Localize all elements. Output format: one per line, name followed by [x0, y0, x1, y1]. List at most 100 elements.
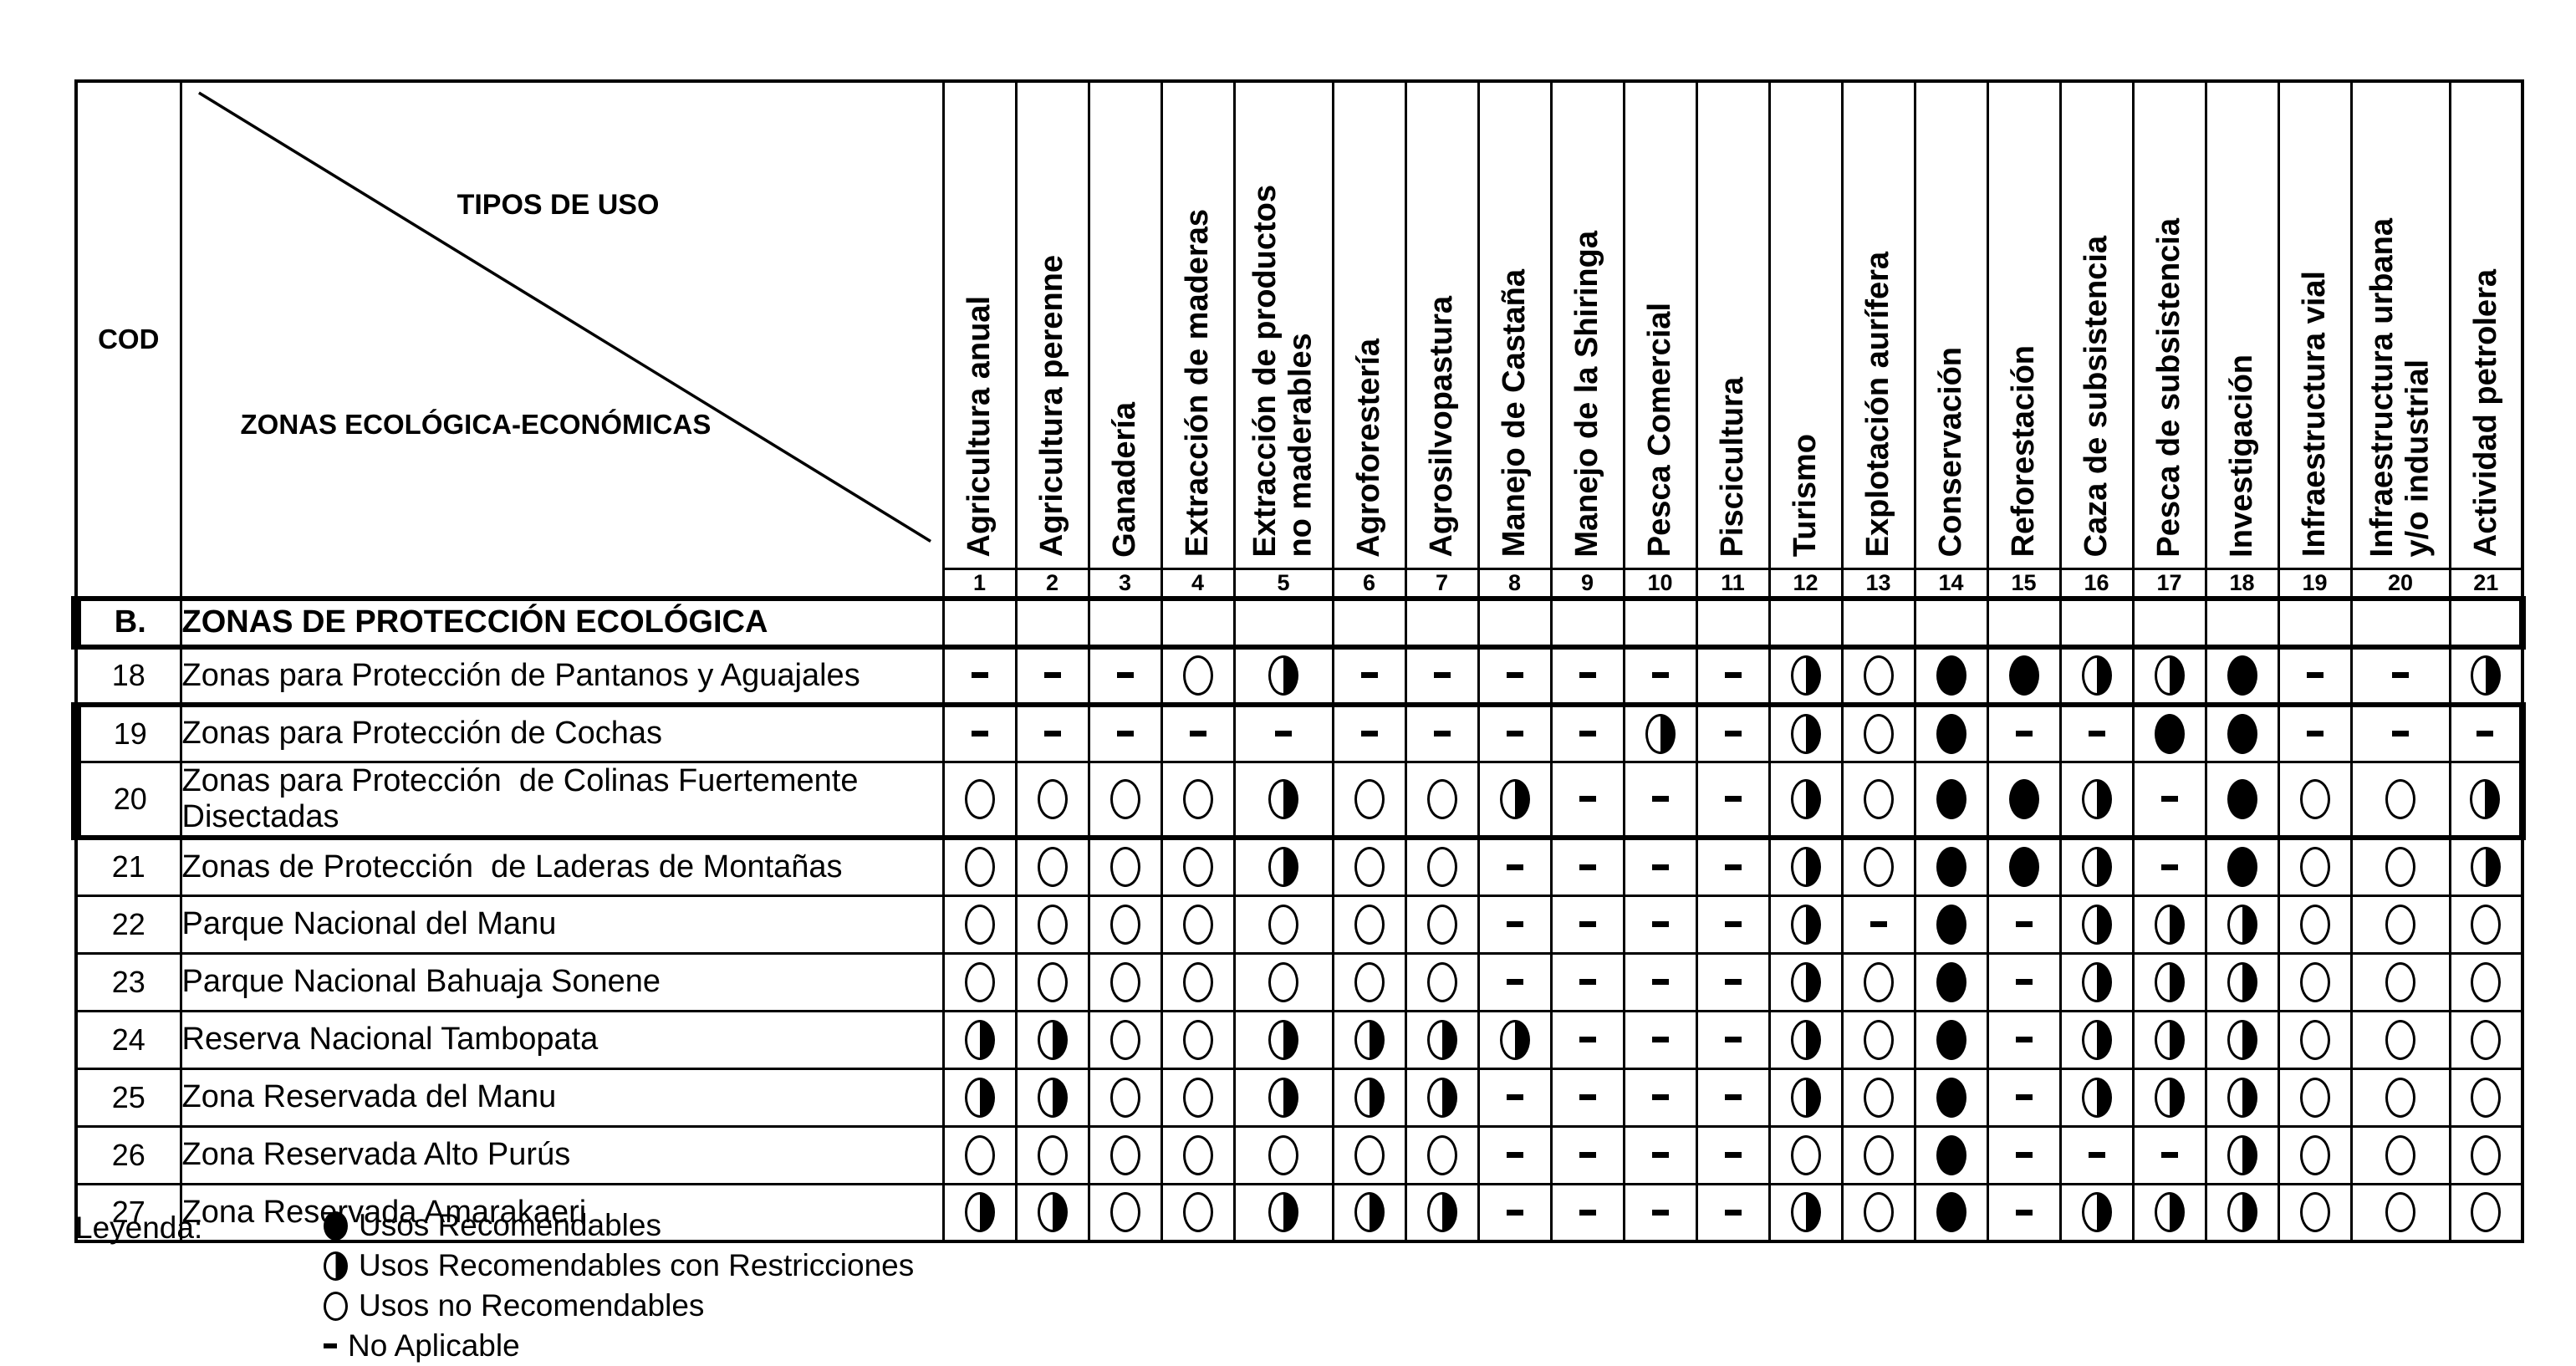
symbol-not-recommended	[2299, 1077, 2330, 1118]
section-code: B.	[71, 595, 182, 650]
cell-25-1	[941, 1067, 1018, 1128]
symbol-not-applicable	[1579, 1209, 1596, 1216]
zone-row-27: 27 Zona Reservada Amarakaeri	[74, 1182, 2524, 1243]
cell-21-5	[1232, 836, 1334, 897]
symbol-recommended-restricted	[1790, 779, 1821, 819]
symbol-not-applicable	[2015, 731, 2033, 737]
diagonal-header-cell: TIPOS DE USO ZONAS ECOLÓGICA-ECONÓMICAS	[179, 79, 945, 599]
symbol-not-applicable	[1506, 1209, 1523, 1216]
symbol-not-recommended	[1863, 961, 1894, 1002]
cell-21-11	[1695, 836, 1771, 897]
cell-27-5	[1232, 1182, 1334, 1243]
cell-24-15	[1986, 1009, 2062, 1070]
symbol-not-applicable	[1724, 1036, 1742, 1042]
symbol-recommended-restricted	[1790, 847, 1821, 888]
cell-25-5	[1232, 1067, 1334, 1128]
zone-name-27: Zona Reservada Amarakaeri	[179, 1182, 945, 1243]
cell-24-4	[1160, 1009, 1236, 1070]
symbol-recommended	[2008, 655, 2039, 696]
cell-24-18	[2204, 1009, 2280, 1070]
symbol-not-applicable	[1116, 672, 1134, 679]
section-empty-cell-3	[1087, 595, 1163, 650]
cell-23-8	[1477, 951, 1553, 1012]
symbol-not-applicable	[1579, 672, 1596, 679]
cell-27-2	[1014, 1182, 1090, 1243]
symbol-not-applicable	[1043, 731, 1061, 737]
cell-24-11	[1695, 1009, 1771, 1070]
cell-19-5	[1232, 701, 1334, 763]
cell-24-9	[1549, 1009, 1625, 1070]
section-empty-cell-13	[1840, 595, 1916, 650]
section-empty-cell-21	[2448, 595, 2526, 650]
symbol-not-recommended	[1863, 1077, 1894, 1118]
column-number-2: 2	[1014, 567, 1090, 599]
symbol-recommended-restricted	[1037, 1077, 1068, 1118]
cell-23-21	[2448, 951, 2524, 1012]
cell-22-9	[1549, 894, 1625, 955]
cell-22-1	[941, 894, 1018, 955]
column-header-9: Manejo de la Shiringa	[1549, 79, 1625, 570]
column-header-label-6: Agroforestería	[1351, 338, 1387, 558]
symbol-recommended	[2008, 847, 2039, 888]
symbol-recommended	[2227, 713, 2257, 754]
cell-23-6	[1331, 951, 1407, 1012]
cell-25-18	[2204, 1067, 2280, 1128]
column-header-label-15: Reforestación	[2006, 345, 2042, 558]
legend-label-r: Usos Recomendables	[359, 1208, 661, 1242]
cell-25-9	[1549, 1067, 1625, 1128]
cell-23-19	[2277, 951, 2353, 1012]
symbol-not-applicable	[2015, 1209, 2033, 1216]
symbol-not-applicable	[2160, 864, 2178, 870]
diagonal-line	[197, 91, 931, 543]
column-header-label-13: Explotación aurífera	[1860, 252, 1896, 558]
section-empty-cell-5	[1232, 595, 1334, 650]
column-header-label-1: Agricultura anual	[962, 296, 997, 558]
symbol-recommended-restricted	[1037, 1192, 1068, 1233]
cell-21-1	[941, 836, 1018, 897]
zone-row-24: 24 Reserva Nacional Tambopata	[74, 1009, 2524, 1070]
zone-code-21: 21	[74, 836, 182, 897]
cell-22-8	[1477, 894, 1553, 955]
cell-19-9	[1549, 701, 1625, 763]
cell-19-17	[2131, 701, 2207, 763]
column-header-4: Extracción de maderas	[1160, 79, 1236, 570]
column-header-label-19: Infraestructura vial	[2297, 271, 2333, 558]
cell-27-19	[2277, 1182, 2353, 1243]
section-empty-cell-20	[2349, 595, 2451, 650]
symbol-recommended-restricted	[2154, 961, 2185, 1002]
symbol-recommended-restricted	[1790, 961, 1821, 1002]
cell-27-21	[2448, 1182, 2524, 1243]
symbol-recommended-restricted	[1790, 1077, 1821, 1118]
column-header-18: Investigación	[2204, 79, 2280, 570]
cell-26-11	[1695, 1124, 1771, 1185]
cell-18-7	[1404, 645, 1480, 706]
column-number-10: 10	[1622, 567, 1698, 599]
section-empty-cell-14	[1913, 595, 1989, 650]
cell-26-7	[1404, 1124, 1480, 1185]
symbol-not-recommended	[1426, 1134, 1457, 1175]
cell-21-20	[2349, 836, 2451, 897]
column-number-5: 5	[1232, 567, 1334, 599]
symbol-recommended-restricted	[1354, 1192, 1385, 1233]
column-header-label-2: Agricultura perenne	[1034, 255, 1070, 558]
cell-26-13	[1840, 1124, 1916, 1185]
cell-24-17	[2131, 1009, 2207, 1070]
symbol-not-applicable	[1724, 978, 1742, 985]
symbol-not-applicable	[1651, 796, 1669, 803]
cell-24-6	[1331, 1009, 1407, 1070]
legend-label-na: No Aplicable	[348, 1328, 520, 1363]
cell-21-19	[2277, 836, 2353, 897]
cell-25-13	[1840, 1067, 1916, 1128]
cell-22-5	[1232, 894, 1334, 955]
symbol-not-applicable	[324, 1343, 337, 1348]
cell-23-3	[1087, 951, 1163, 1012]
section-empty-cell-16	[2058, 595, 2135, 650]
symbol-not-applicable	[1579, 731, 1596, 737]
zone-name-26: Zona Reservada Alto Purús	[179, 1124, 945, 1185]
cell-21-10	[1622, 836, 1698, 897]
cell-27-10	[1622, 1182, 1698, 1243]
symbol-recommended-restricted	[2227, 1192, 2257, 1233]
symbol-not-applicable	[1651, 1209, 1669, 1216]
cell-27-3	[1087, 1182, 1163, 1243]
